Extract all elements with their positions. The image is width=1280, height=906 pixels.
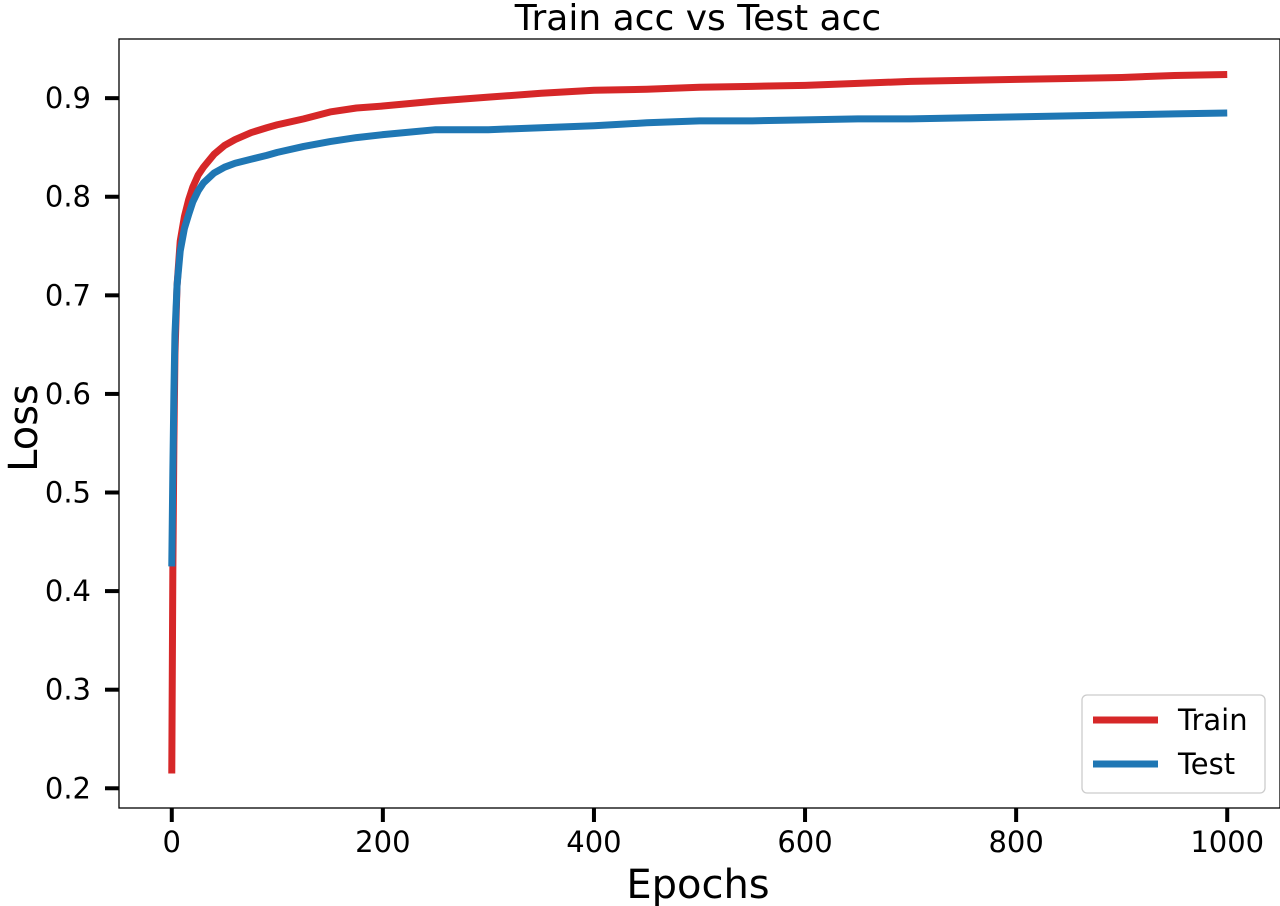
x-tick-label: 600 <box>777 825 832 859</box>
y-tick-label: 0.7 <box>45 278 91 312</box>
y-tick-label: 0.2 <box>45 771 91 805</box>
series-layer <box>168 70 1228 774</box>
y-tick-label: 0.5 <box>45 476 91 510</box>
y-tick-label: 0.8 <box>45 180 91 214</box>
x-tick-label: 400 <box>566 825 621 859</box>
y-tick-label: 0.6 <box>45 377 91 411</box>
y-axis-ticks: 0.2 0.3 0.4 0.5 0.6 0.7 0.8 0.9 <box>45 81 119 805</box>
y-tick-label: 0.4 <box>45 574 91 608</box>
chart-title: Train acc vs Test acc <box>514 0 881 39</box>
legend-label-train: Train <box>1177 703 1248 737</box>
x-tick-label: 800 <box>988 825 1043 859</box>
x-tick-label: 200 <box>355 825 410 859</box>
plot-frame <box>118 38 1280 809</box>
x-tick-label: 1000 <box>1190 825 1264 859</box>
legend: Train Test <box>1081 694 1266 794</box>
series-line-test <box>168 109 1228 567</box>
y-tick-label: 0.9 <box>45 81 91 115</box>
legend-label-test: Test <box>1177 747 1235 781</box>
series-line-train <box>168 70 1228 774</box>
y-tick-label: 0.3 <box>45 673 91 707</box>
y-axis-label: Loss <box>1 384 47 472</box>
x-axis-ticks: 0 200 400 600 800 1000 <box>163 808 1264 859</box>
x-axis-label: Epochs <box>626 862 769 906</box>
x-tick-label: 0 <box>163 825 181 859</box>
